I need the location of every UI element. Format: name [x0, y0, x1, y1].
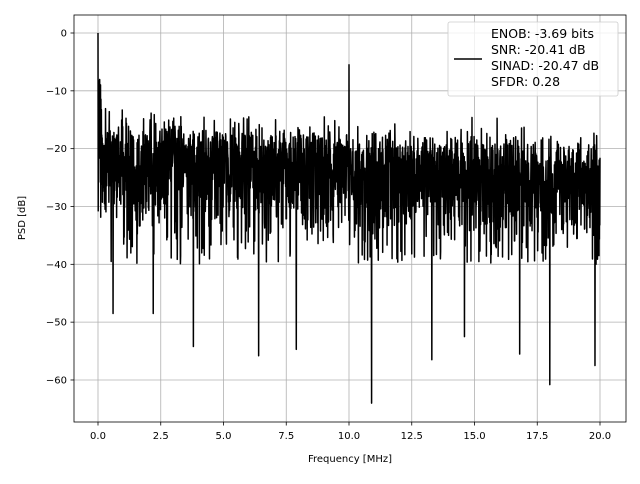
- y-tick-label: −50: [46, 318, 67, 329]
- y-tick-label: −30: [46, 202, 67, 213]
- x-tick-label: 20.0: [589, 431, 611, 442]
- x-tick-label: 0.0: [90, 431, 106, 442]
- legend-sinad: SINAD: -20.47 dB: [491, 58, 599, 73]
- y-tick-label: 0: [61, 29, 67, 40]
- x-tick-label: 17.5: [526, 431, 548, 442]
- y-tick-label: −10: [46, 86, 67, 97]
- legend-box: [447, 21, 619, 97]
- y-tick-label: −40: [46, 260, 67, 271]
- x-tick-label: 10.0: [338, 431, 360, 442]
- x-tick-label: 7.5: [278, 431, 294, 442]
- legend-sfdr: SFDR: 0.28: [491, 74, 560, 89]
- x-tick-label: 12.5: [401, 431, 423, 442]
- legend-enob: ENOB: -3.69 bits: [491, 26, 594, 41]
- y-tick-label: −60: [46, 375, 67, 386]
- y-axis-label: PSD [dB]: [17, 196, 28, 240]
- psd-series-line: [97, 32, 601, 404]
- x-axis-ticks: 0.0 2.5 5.0 7.5 10.0 12.5 15.0 17.5 20.0: [90, 422, 611, 442]
- x-tick-label: 2.5: [153, 431, 169, 442]
- x-axis-label: Frequency [MHz]: [308, 454, 392, 465]
- plot-frame: [73, 14, 627, 423]
- legend: ENOB: -3.69 bits SNR: -20.41 dB SINAD: -…: [447, 21, 619, 97]
- legend-snr: SNR: -20.41 dB: [491, 42, 586, 57]
- y-tick-label: −20: [46, 144, 67, 155]
- x-tick-label: 15.0: [463, 431, 485, 442]
- x-tick-label: 5.0: [216, 431, 232, 442]
- y-axis-ticks: 0 −10 −20 −30 −40 −50 −60: [46, 29, 74, 386]
